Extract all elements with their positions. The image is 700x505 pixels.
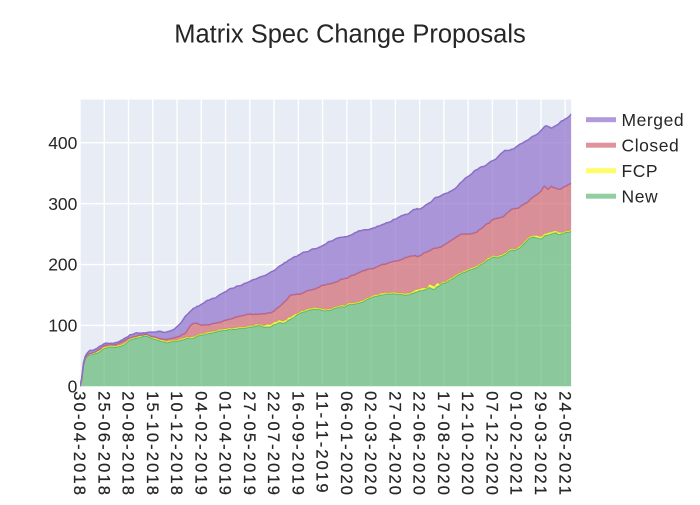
svg-text:12-10-2020: 12-10-2020 <box>458 391 476 497</box>
svg-text:22-07-2019: 22-07-2019 <box>264 391 282 497</box>
svg-text:27-05-2019: 27-05-2019 <box>240 391 258 497</box>
svg-text:17-08-2020: 17-08-2020 <box>434 391 452 497</box>
svg-text:FCP: FCP <box>622 161 659 181</box>
svg-text:24-05-2021: 24-05-2021 <box>555 391 573 497</box>
svg-text:Merged: Merged <box>622 110 685 130</box>
svg-text:27-04-2020: 27-04-2020 <box>385 391 403 497</box>
svg-text:400: 400 <box>48 133 77 153</box>
svg-text:02-03-2020: 02-03-2020 <box>361 391 379 497</box>
svg-text:Closed: Closed <box>622 135 680 155</box>
svg-text:01-04-2019: 01-04-2019 <box>216 391 234 497</box>
svg-text:04-02-2019: 04-02-2019 <box>191 391 209 497</box>
svg-text:10-12-2018: 10-12-2018 <box>167 391 185 497</box>
svg-text:15-10-2018: 15-10-2018 <box>143 391 161 497</box>
svg-text:11-11-2019: 11-11-2019 <box>313 391 331 494</box>
svg-text:22-06-2020: 22-06-2020 <box>410 391 428 497</box>
svg-text:200: 200 <box>48 255 77 275</box>
svg-text:Matrix Spec Change Proposals: Matrix Spec Change Proposals <box>174 20 526 48</box>
svg-text:07-12-2020: 07-12-2020 <box>482 391 500 497</box>
svg-text:01-02-2021: 01-02-2021 <box>507 391 525 497</box>
svg-text:06-01-2020: 06-01-2020 <box>337 391 355 497</box>
svg-text:20-08-2018: 20-08-2018 <box>119 391 137 497</box>
svg-text:New: New <box>622 186 659 206</box>
svg-text:16-09-2019: 16-09-2019 <box>288 391 306 497</box>
svg-text:30-04-2018: 30-04-2018 <box>70 391 88 497</box>
svg-text:300: 300 <box>48 194 77 214</box>
svg-text:29-03-2021: 29-03-2021 <box>531 391 549 497</box>
svg-text:100: 100 <box>48 316 77 336</box>
svg-text:25-06-2018: 25-06-2018 <box>94 391 112 497</box>
svg-text:0: 0 <box>68 377 78 397</box>
